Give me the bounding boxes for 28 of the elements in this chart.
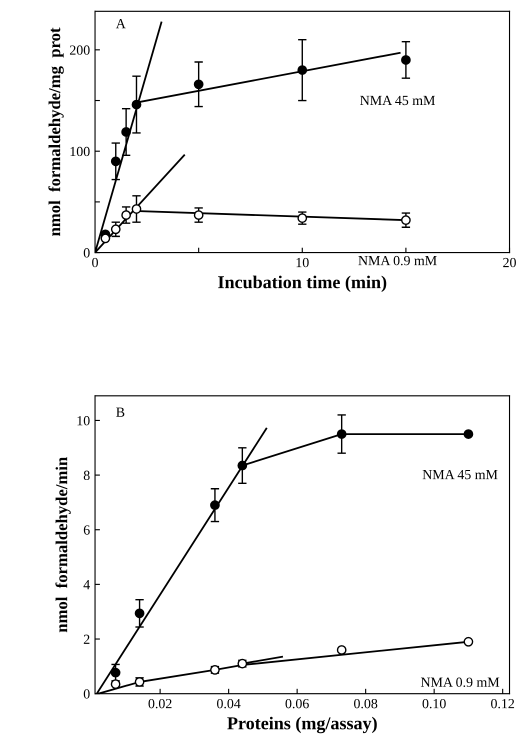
y-tick-label: 2: [84, 634, 90, 644]
x-tick-label: 0.12: [491, 698, 514, 708]
x-axis-title: Proteins (mg/assay): [227, 716, 377, 734]
x-tick-label: 0.04: [217, 698, 241, 708]
annotation: A: [116, 19, 126, 28]
text: NMA 0.9 mM: [420, 678, 500, 687]
y-tick-label: 4: [84, 580, 90, 590]
y-tick-label: 10: [78, 416, 90, 426]
x-tick-label: 0.10: [422, 698, 446, 708]
text: NMA 0.9 mM: [358, 256, 437, 266]
y-axis-title: nmol formaldehyde/mg prot: [48, 28, 64, 236]
text: NMA 45 mM: [422, 470, 498, 480]
text: NMA 45 mM: [360, 96, 435, 106]
x-tick-label: 0: [92, 258, 98, 268]
y-tick-label: 0: [84, 689, 90, 699]
y-tick-label: 8: [84, 470, 90, 480]
y-tick-label: 200: [70, 45, 90, 55]
x-tick-label: 0.08: [354, 698, 378, 708]
y-tick-label: 6: [84, 525, 90, 535]
x-tick-label: 0.06: [286, 698, 309, 708]
x-tick-label: 20: [503, 258, 516, 268]
y-tick-label: 100: [70, 146, 90, 156]
x-axis-title: Incubation time (min): [218, 276, 386, 292]
x-tick-label: 10: [296, 258, 309, 268]
x-tick-label: 0.02: [148, 698, 172, 708]
y-axis-title: nmol formaldehyde/min: [55, 457, 71, 632]
annotation: B: [116, 408, 124, 417]
y-tick-label: 0: [84, 248, 90, 258]
